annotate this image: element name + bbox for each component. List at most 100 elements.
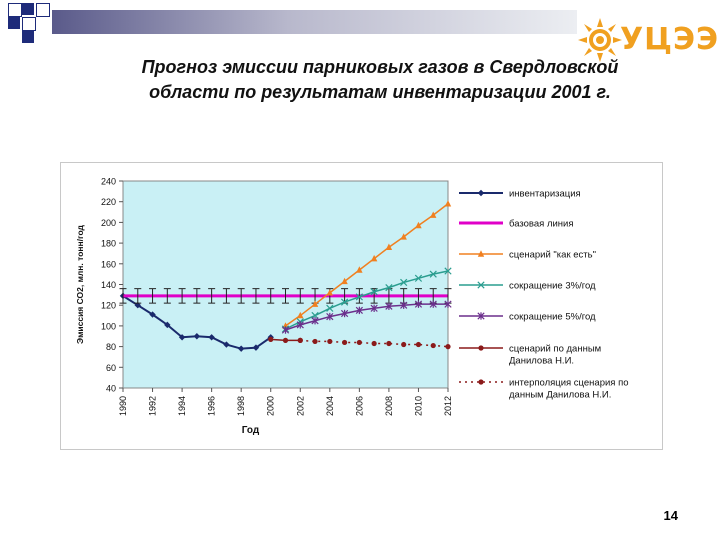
x-tick-label: 2006 (354, 396, 364, 416)
data-point (356, 266, 363, 273)
data-point (385, 283, 393, 292)
x-tick-label: 1994 (177, 396, 187, 416)
legend-marker (478, 379, 484, 385)
decor-square (22, 17, 36, 31)
legend-item: сокращение 3%/год (459, 281, 596, 292)
y-tick-label: 40 (106, 384, 116, 394)
data-point (385, 243, 393, 250)
y-tick-label: 140 (101, 280, 116, 290)
y-tick-label: 120 (101, 301, 116, 311)
data-point (312, 338, 318, 345)
x-tick-label: 1996 (207, 396, 217, 416)
legend-label: сокращение 3%/год (509, 281, 596, 292)
data-point (444, 267, 452, 275)
data-point (340, 298, 349, 306)
error-bar (208, 288, 216, 304)
header-gradient-bar (52, 10, 577, 34)
y-tick-label: 100 (101, 321, 116, 331)
legend-marker (477, 250, 485, 257)
error-bar (237, 288, 245, 304)
legend-label: сценарий по данным Данилова Н.И. (509, 344, 601, 367)
data-point (297, 337, 303, 343)
legend-marker (478, 345, 484, 351)
error-bar (149, 288, 157, 304)
data-point (297, 311, 304, 319)
data-point (326, 304, 334, 312)
data-point (193, 333, 201, 340)
data-point (430, 211, 437, 218)
data-point (370, 254, 378, 262)
error-bar (282, 288, 289, 304)
data-point (415, 341, 422, 348)
series-line (285, 303, 448, 331)
data-point (208, 334, 215, 341)
y-tick-label: 160 (101, 259, 116, 269)
error-bar (267, 288, 275, 304)
error-bar (178, 288, 186, 304)
legend-label: интерполяция сценария по данным Данилова … (509, 378, 629, 401)
error-bar (355, 288, 363, 304)
data-point (445, 344, 451, 350)
legend-marker (477, 312, 485, 320)
data-point (400, 233, 407, 240)
data-point (355, 293, 363, 301)
data-point (355, 306, 363, 315)
data-point (400, 301, 408, 309)
x-tick-label: 2004 (325, 396, 335, 416)
series-5 (281, 300, 452, 334)
legend-marker (477, 189, 485, 197)
data-point (401, 341, 407, 348)
y-tick-label: 240 (101, 177, 116, 187)
legend-item: интерполяция сценария по данным Данилова … (459, 378, 629, 401)
decor-square (8, 3, 22, 17)
data-point (415, 221, 422, 229)
legend-item: сокращение 5%/год (459, 312, 596, 323)
decor-square (8, 17, 20, 29)
data-point (385, 302, 393, 310)
series-7 (297, 337, 451, 350)
y-tick-label: 60 (106, 363, 116, 373)
error-bar (163, 288, 171, 304)
legend-label: базовая линия (509, 219, 574, 230)
data-point (371, 340, 377, 347)
data-point (340, 309, 349, 318)
data-point (356, 339, 362, 346)
x-tick-label: 2010 (413, 396, 423, 416)
x-tick-label: 2012 (443, 396, 453, 416)
error-bar (222, 288, 230, 304)
chart-frame: 40 60 80 100 120 140 160 180 200 220 240 1990 1992 19… (60, 162, 663, 450)
data-point (444, 300, 452, 308)
data-point (311, 311, 319, 320)
data-point (444, 200, 452, 207)
data-point (341, 339, 348, 346)
data-point (311, 300, 319, 307)
x-tick-label: 2008 (384, 396, 394, 416)
page-number: 14 (663, 508, 678, 523)
data-point (430, 342, 436, 349)
data-point (252, 344, 260, 351)
emission-chart: 40 60 80 100 120 140 160 180 200 220 240 1990 1992 19… (75, 177, 629, 437)
decor-square (36, 3, 50, 17)
y-axis-label: Эмиссия СО2, млн. тонн/год (75, 224, 85, 343)
error-bar (119, 288, 127, 304)
data-point (237, 345, 245, 352)
legend-item: базовая линия (459, 219, 574, 230)
data-point (311, 317, 319, 325)
x-tick-label: 1990 (118, 396, 128, 416)
data-point (429, 300, 437, 308)
data-point (327, 338, 333, 345)
legend-label: сценарий "как есть" (509, 250, 596, 261)
decor-square (22, 31, 34, 43)
x-tick-label: 1992 (148, 396, 158, 416)
data-point (326, 312, 334, 321)
error-bar (252, 288, 260, 304)
error-bar (193, 288, 201, 304)
y-tick-label: 200 (101, 218, 116, 228)
data-point (414, 300, 423, 308)
title-line-1: Прогноз эмиссии парниковых газов в Сверд… (141, 57, 619, 77)
data-point (370, 288, 378, 296)
error-bar (296, 288, 304, 304)
sun-icon (578, 18, 622, 62)
data-point (164, 321, 171, 329)
data-point (268, 336, 274, 342)
